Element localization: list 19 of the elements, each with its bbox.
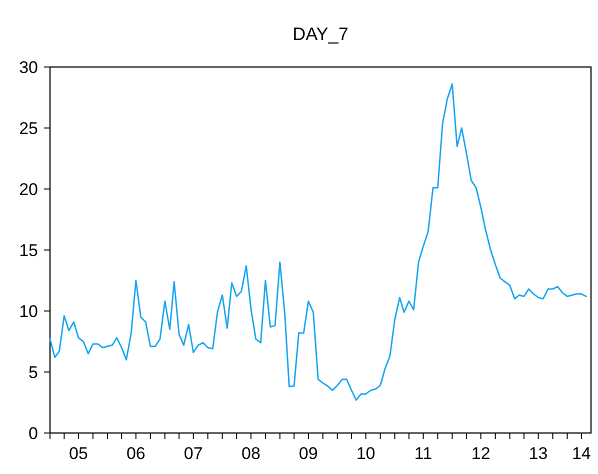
- x-tick-label: 08: [241, 444, 260, 463]
- y-tick-label: 25: [19, 118, 38, 138]
- y-tick-label: 5: [28, 362, 38, 382]
- y-tick-label: 10: [19, 302, 38, 321]
- x-tick-label: 10: [356, 444, 376, 463]
- line-series: [49, 83, 587, 401]
- x-tick-label: 09: [298, 444, 318, 463]
- y-tick-label: 15: [19, 240, 38, 260]
- y-tick-label: 0: [28, 424, 38, 443]
- x-tick-label: 11: [414, 444, 432, 463]
- y-tick-label: 30: [19, 58, 38, 77]
- x-tick-label: 07: [184, 444, 203, 463]
- x-tick-label: 14: [572, 444, 591, 463]
- y-tick-label: 20: [19, 180, 38, 199]
- x-tick-label: 12: [471, 444, 490, 463]
- x-tick-label: 05: [69, 444, 88, 463]
- x-tick-label: 06: [126, 444, 146, 463]
- chart-title: DAY_7: [292, 24, 348, 44]
- x-tick-label: 13: [528, 444, 548, 463]
